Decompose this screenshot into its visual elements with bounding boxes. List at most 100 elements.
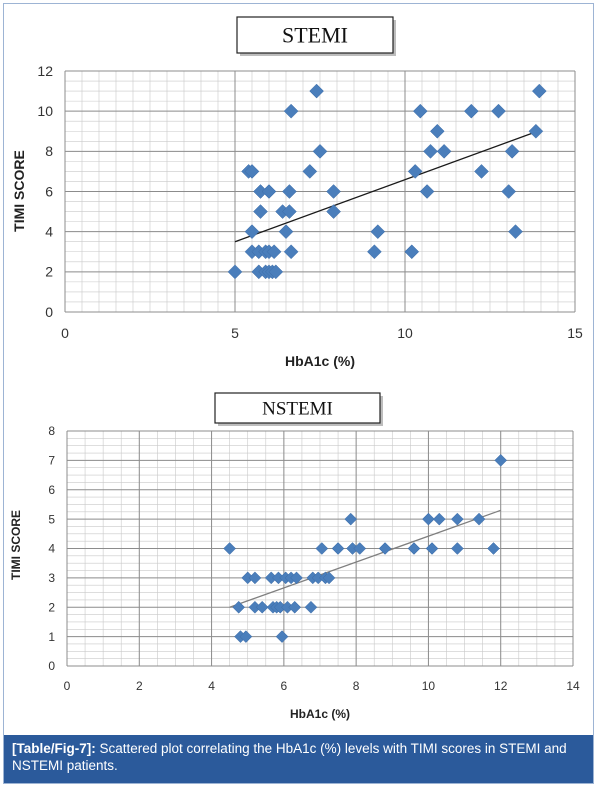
x-axis-label: HbA1c (%): [290, 707, 350, 721]
x-tick-label: 10: [397, 325, 413, 341]
x-tick-label: 10: [422, 679, 436, 693]
y-tick-label: 12: [37, 63, 53, 79]
data-point-diamond: [309, 83, 324, 99]
y-tick-label: 4: [45, 224, 53, 240]
caption-text: Scattered plot correlating the HbA1c (%)…: [12, 741, 567, 773]
stemi-chart-panel: 0 5 10 15 0 2 4 6 8 10 12 HbA1c (%) TIMI SCORE STEMI: [0, 0, 597, 378]
y-tick-label: 6: [45, 183, 53, 199]
data-point-diamond: [494, 454, 508, 467]
data-point-diamond: [491, 103, 506, 119]
x-tick-label: 0: [61, 325, 69, 341]
data-point-diamond: [353, 542, 367, 555]
y-tick-label: 5: [48, 512, 55, 526]
caption-label: [Table/Fig-7]:: [12, 741, 96, 756]
data-point-diamond: [282, 204, 297, 219]
x-tick-label: 0: [64, 679, 71, 693]
data-point-diamond: [378, 542, 392, 555]
data-point-diamond: [367, 244, 382, 260]
y-tick-label: 8: [48, 424, 55, 438]
x-tick-label: 12: [494, 679, 508, 693]
data-point-diamond: [255, 600, 269, 614]
data-point-diamond: [244, 164, 260, 179]
data-point-diamond: [474, 164, 489, 179]
data-point-diamond: [450, 542, 464, 555]
y-axis-label: TIMI SCORE: [11, 150, 27, 232]
data-point-diamond: [407, 542, 421, 555]
data-point-diamond: [344, 512, 358, 526]
x-tick-label: 14: [566, 679, 580, 693]
data-point-diamond: [450, 512, 464, 526]
data-point-diamond: [248, 571, 262, 585]
y-tick-label: 6: [48, 483, 55, 497]
trendline: [229, 509, 501, 608]
data-point-diamond: [261, 184, 277, 199]
y-tick-label: 2: [48, 600, 55, 614]
data-point-diamond: [508, 224, 523, 240]
chart-title-box: [214, 392, 381, 424]
y-tick-label: 10: [37, 103, 53, 119]
data-point-diamond: [268, 264, 284, 280]
data-point-diamond: [419, 184, 435, 199]
data-point-diamond: [422, 512, 435, 526]
trendline: [234, 130, 538, 243]
x-tick-label: 8: [353, 679, 360, 693]
y-tick-label: 4: [48, 542, 55, 556]
data-point-diamond: [528, 123, 544, 139]
nstemi-chart-panel: 0 2 4 6 8 10 12 14 0 1 2 3 4 5 6 7 8 HbA1c (%) TIMI SCORE N…: [0, 385, 597, 732]
data-point-diamond: [283, 244, 299, 260]
data-point-diamond: [322, 571, 336, 585]
chart-title-box: [236, 16, 394, 54]
data-point-diamond: [288, 600, 302, 614]
data-point-diamond: [282, 184, 297, 199]
data-point-diamond: [253, 204, 268, 219]
data-point-diamond: [227, 264, 243, 280]
x-axis-label: HbA1c (%): [285, 353, 355, 369]
data-point-diamond: [404, 244, 420, 260]
data-point-diamond: [429, 123, 445, 139]
data-point-diamond: [223, 542, 236, 555]
data-point-diamond: [326, 184, 341, 199]
data-point-diamond: [326, 204, 341, 219]
x-tick-label: 6: [281, 679, 288, 693]
x-tick-label: 2: [136, 679, 143, 693]
chart-title: STEMI: [282, 23, 348, 48]
data-point-diamond: [244, 224, 260, 240]
y-tick-label: 3: [48, 571, 55, 585]
data-point-diamond: [232, 600, 246, 614]
data-point-diamond: [531, 83, 547, 99]
data-point-diamond: [370, 224, 386, 240]
data-point-diamond: [472, 512, 486, 526]
y-axis-label: TIMI SCORE: [9, 510, 23, 580]
data-point-diamond: [275, 630, 289, 643]
data-point-diamond: [331, 542, 345, 555]
x-tick-label: 15: [567, 325, 583, 341]
data-point-diamond: [432, 512, 446, 526]
figure-caption: [Table/Fig-7]: Scattered plot correlatin…: [4, 735, 593, 783]
data-point-diamond: [487, 542, 500, 555]
data-point-diamond: [436, 143, 452, 159]
x-tick-label: 5: [231, 325, 239, 341]
data-point-diamond: [304, 600, 318, 614]
data-point-diamond: [239, 630, 253, 643]
data-point-diamond: [412, 103, 428, 119]
y-tick-label: 0: [48, 659, 55, 673]
data-point-diamond: [423, 143, 438, 159]
data-point-diamond: [283, 103, 299, 119]
stemi-scatter-plot: 0 5 10 15 0 2 4 6 8 10 12 HbA1c (%) TIMI SCORE STEMI: [11, 16, 583, 369]
y-tick-label: 1: [48, 630, 55, 644]
data-point-diamond: [312, 143, 328, 159]
data-point-diamond: [290, 571, 303, 585]
data-point-diamond: [266, 244, 282, 260]
data-point-diamond: [463, 103, 479, 119]
data-point-diamond: [278, 224, 294, 240]
data-point-diamond: [504, 143, 520, 159]
y-tick-label: 0: [45, 304, 53, 320]
data-point-diamond: [302, 164, 318, 179]
y-tick-label: 8: [45, 143, 53, 159]
chart-title: NSTEMI: [262, 399, 333, 420]
data-point-diamond: [425, 542, 439, 555]
y-tick-label: 7: [48, 454, 55, 468]
data-point-diamond: [501, 184, 517, 199]
y-tick-label: 2: [45, 264, 53, 280]
